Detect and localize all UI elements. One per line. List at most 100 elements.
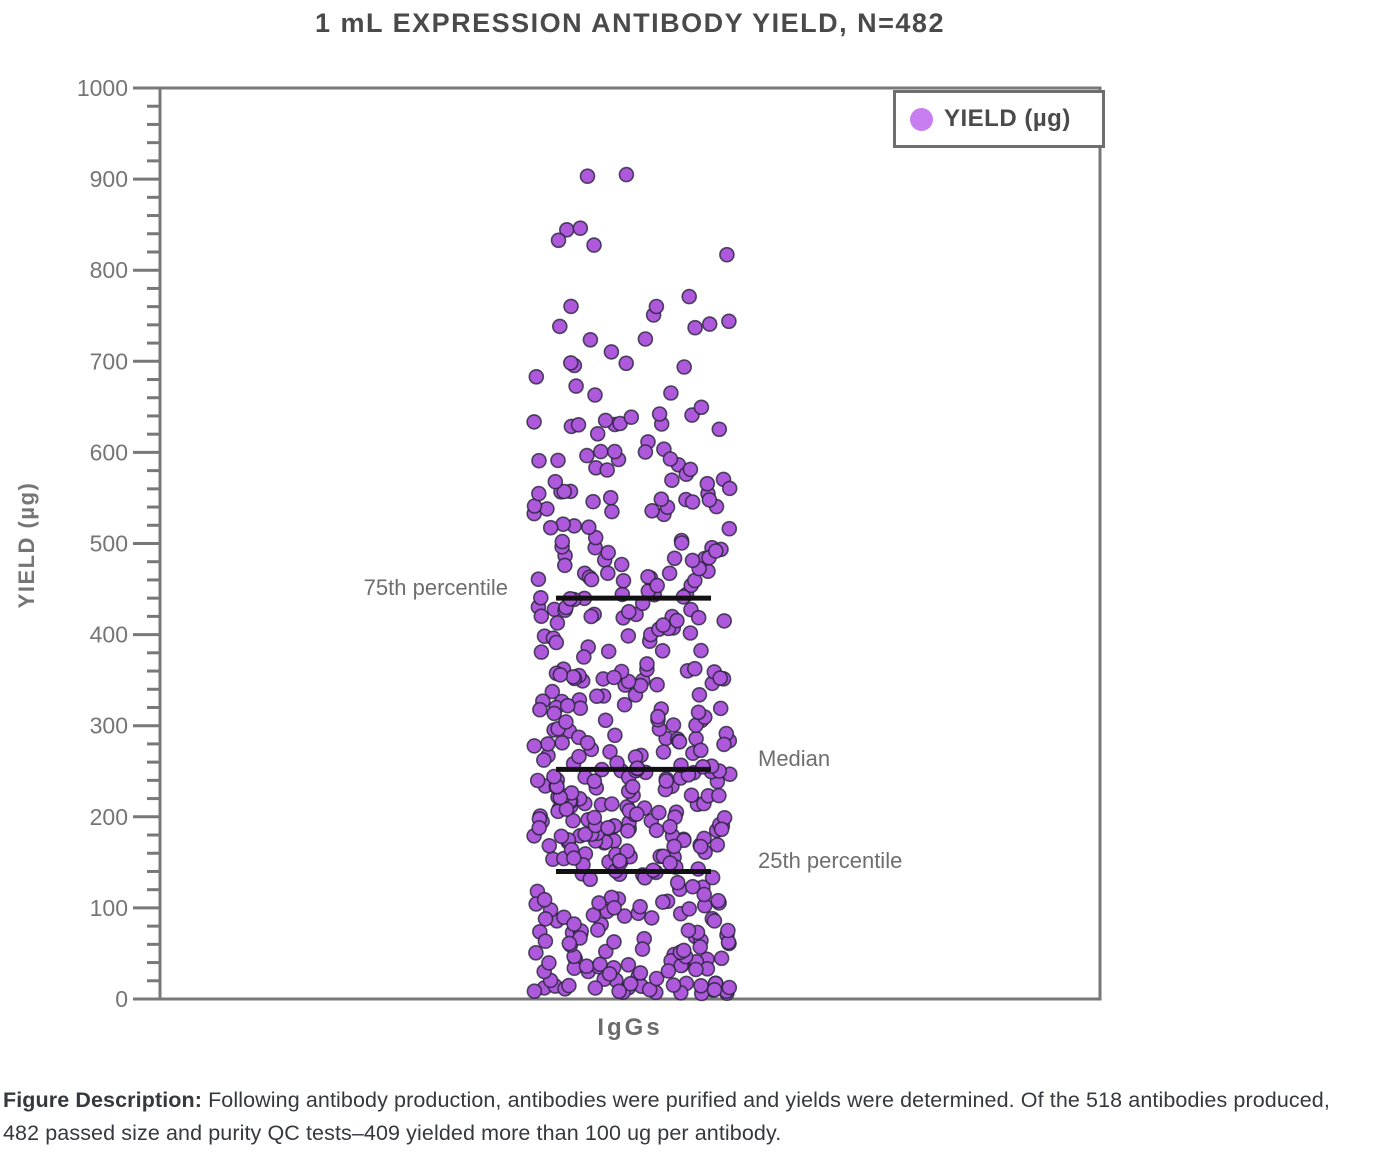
data-point[interactable] bbox=[671, 733, 688, 750]
data-point[interactable] bbox=[548, 634, 565, 651]
data-point[interactable] bbox=[547, 473, 564, 490]
data-point[interactable] bbox=[682, 625, 699, 641]
data-point[interactable] bbox=[559, 697, 576, 714]
data-point[interactable] bbox=[600, 643, 617, 660]
data-point[interactable] bbox=[684, 878, 701, 895]
data-point[interactable] bbox=[592, 443, 609, 460]
data-point[interactable] bbox=[665, 717, 682, 733]
data-point[interactable] bbox=[530, 571, 547, 588]
data-point[interactable] bbox=[551, 318, 568, 335]
data-point[interactable] bbox=[637, 444, 654, 460]
data-point[interactable] bbox=[613, 556, 630, 573]
data-point[interactable] bbox=[577, 826, 594, 843]
data-point[interactable] bbox=[600, 819, 616, 836]
data-point[interactable] bbox=[611, 983, 627, 1000]
data-point[interactable] bbox=[526, 738, 543, 754]
data-point[interactable] bbox=[561, 977, 577, 994]
data-point[interactable] bbox=[655, 617, 671, 633]
data-point[interactable] bbox=[563, 298, 579, 315]
data-point[interactable] bbox=[616, 696, 633, 713]
data-point[interactable] bbox=[542, 519, 559, 536]
data-point[interactable] bbox=[565, 850, 582, 866]
data-point[interactable] bbox=[690, 609, 707, 626]
data-point[interactable] bbox=[622, 975, 639, 992]
data-point[interactable] bbox=[654, 894, 671, 910]
data-point[interactable] bbox=[526, 983, 543, 1000]
data-point[interactable] bbox=[709, 836, 726, 853]
data-point[interactable] bbox=[583, 608, 600, 625]
data-point[interactable] bbox=[597, 712, 614, 729]
data-point[interactable] bbox=[537, 933, 554, 950]
data-point[interactable] bbox=[550, 232, 567, 249]
data-point[interactable] bbox=[716, 613, 733, 629]
data-point[interactable] bbox=[597, 412, 614, 429]
data-point[interactable] bbox=[682, 461, 699, 478]
data-point[interactable] bbox=[582, 331, 599, 348]
data-point[interactable] bbox=[561, 935, 578, 952]
data-point[interactable] bbox=[592, 956, 608, 973]
data-point[interactable] bbox=[582, 871, 599, 888]
data-point[interactable] bbox=[528, 368, 545, 385]
data-point[interactable] bbox=[550, 452, 566, 469]
data-point[interactable] bbox=[531, 452, 547, 469]
data-point[interactable] bbox=[546, 705, 563, 722]
data-point[interactable] bbox=[589, 425, 606, 442]
data-point[interactable] bbox=[711, 421, 728, 438]
data-point[interactable] bbox=[641, 981, 658, 998]
data-point[interactable] bbox=[578, 958, 595, 975]
data-point[interactable] bbox=[611, 853, 628, 869]
data-point[interactable] bbox=[570, 416, 587, 433]
data-point[interactable] bbox=[712, 700, 729, 717]
data-point[interactable] bbox=[662, 451, 679, 467]
data-point[interactable] bbox=[693, 642, 709, 659]
data-point[interactable] bbox=[556, 483, 573, 500]
data-point[interactable] bbox=[692, 742, 709, 759]
data-point[interactable] bbox=[601, 966, 618, 982]
data-point[interactable] bbox=[693, 977, 709, 994]
data-point[interactable] bbox=[666, 838, 682, 855]
data-point[interactable] bbox=[675, 942, 692, 959]
data-point[interactable] bbox=[602, 489, 619, 506]
data-point[interactable] bbox=[599, 565, 616, 582]
data-point[interactable] bbox=[655, 744, 672, 760]
data-point[interactable] bbox=[721, 979, 738, 996]
data-point[interactable] bbox=[680, 922, 697, 939]
data-point[interactable] bbox=[701, 316, 718, 332]
data-point[interactable] bbox=[662, 855, 678, 871]
data-point[interactable] bbox=[526, 414, 542, 430]
data-point[interactable] bbox=[681, 288, 698, 305]
data-point[interactable] bbox=[535, 752, 552, 768]
data-point[interactable] bbox=[532, 701, 548, 718]
data-point[interactable] bbox=[634, 941, 651, 957]
data-point[interactable] bbox=[693, 399, 710, 416]
data-point[interactable] bbox=[587, 387, 603, 403]
data-point[interactable] bbox=[531, 819, 548, 836]
data-point[interactable] bbox=[632, 898, 648, 915]
data-point[interactable] bbox=[591, 895, 607, 911]
data-point[interactable] bbox=[589, 922, 606, 938]
data-point[interactable] bbox=[544, 683, 561, 700]
data-point[interactable] bbox=[606, 669, 622, 686]
data-point[interactable] bbox=[669, 874, 686, 891]
data-point[interactable] bbox=[660, 963, 677, 979]
data-point[interactable] bbox=[673, 535, 690, 551]
data-point[interactable] bbox=[687, 319, 703, 336]
data-point[interactable] bbox=[537, 911, 554, 927]
data-point[interactable] bbox=[586, 809, 603, 826]
data-point[interactable] bbox=[579, 447, 595, 464]
data-point[interactable] bbox=[648, 822, 665, 839]
data-point[interactable] bbox=[650, 708, 666, 725]
data-point[interactable] bbox=[549, 615, 566, 631]
data-point[interactable] bbox=[618, 355, 635, 372]
data-point[interactable] bbox=[579, 734, 596, 751]
data-point[interactable] bbox=[706, 981, 723, 998]
data-point[interactable] bbox=[713, 821, 730, 838]
data-point[interactable] bbox=[562, 355, 579, 371]
data-point[interactable] bbox=[606, 934, 622, 950]
data-point[interactable] bbox=[721, 313, 737, 330]
data-point[interactable] bbox=[692, 838, 709, 855]
data-point[interactable] bbox=[529, 772, 546, 789]
data-point[interactable] bbox=[711, 787, 727, 804]
data-point[interactable] bbox=[707, 543, 724, 559]
data-point[interactable] bbox=[558, 714, 574, 730]
